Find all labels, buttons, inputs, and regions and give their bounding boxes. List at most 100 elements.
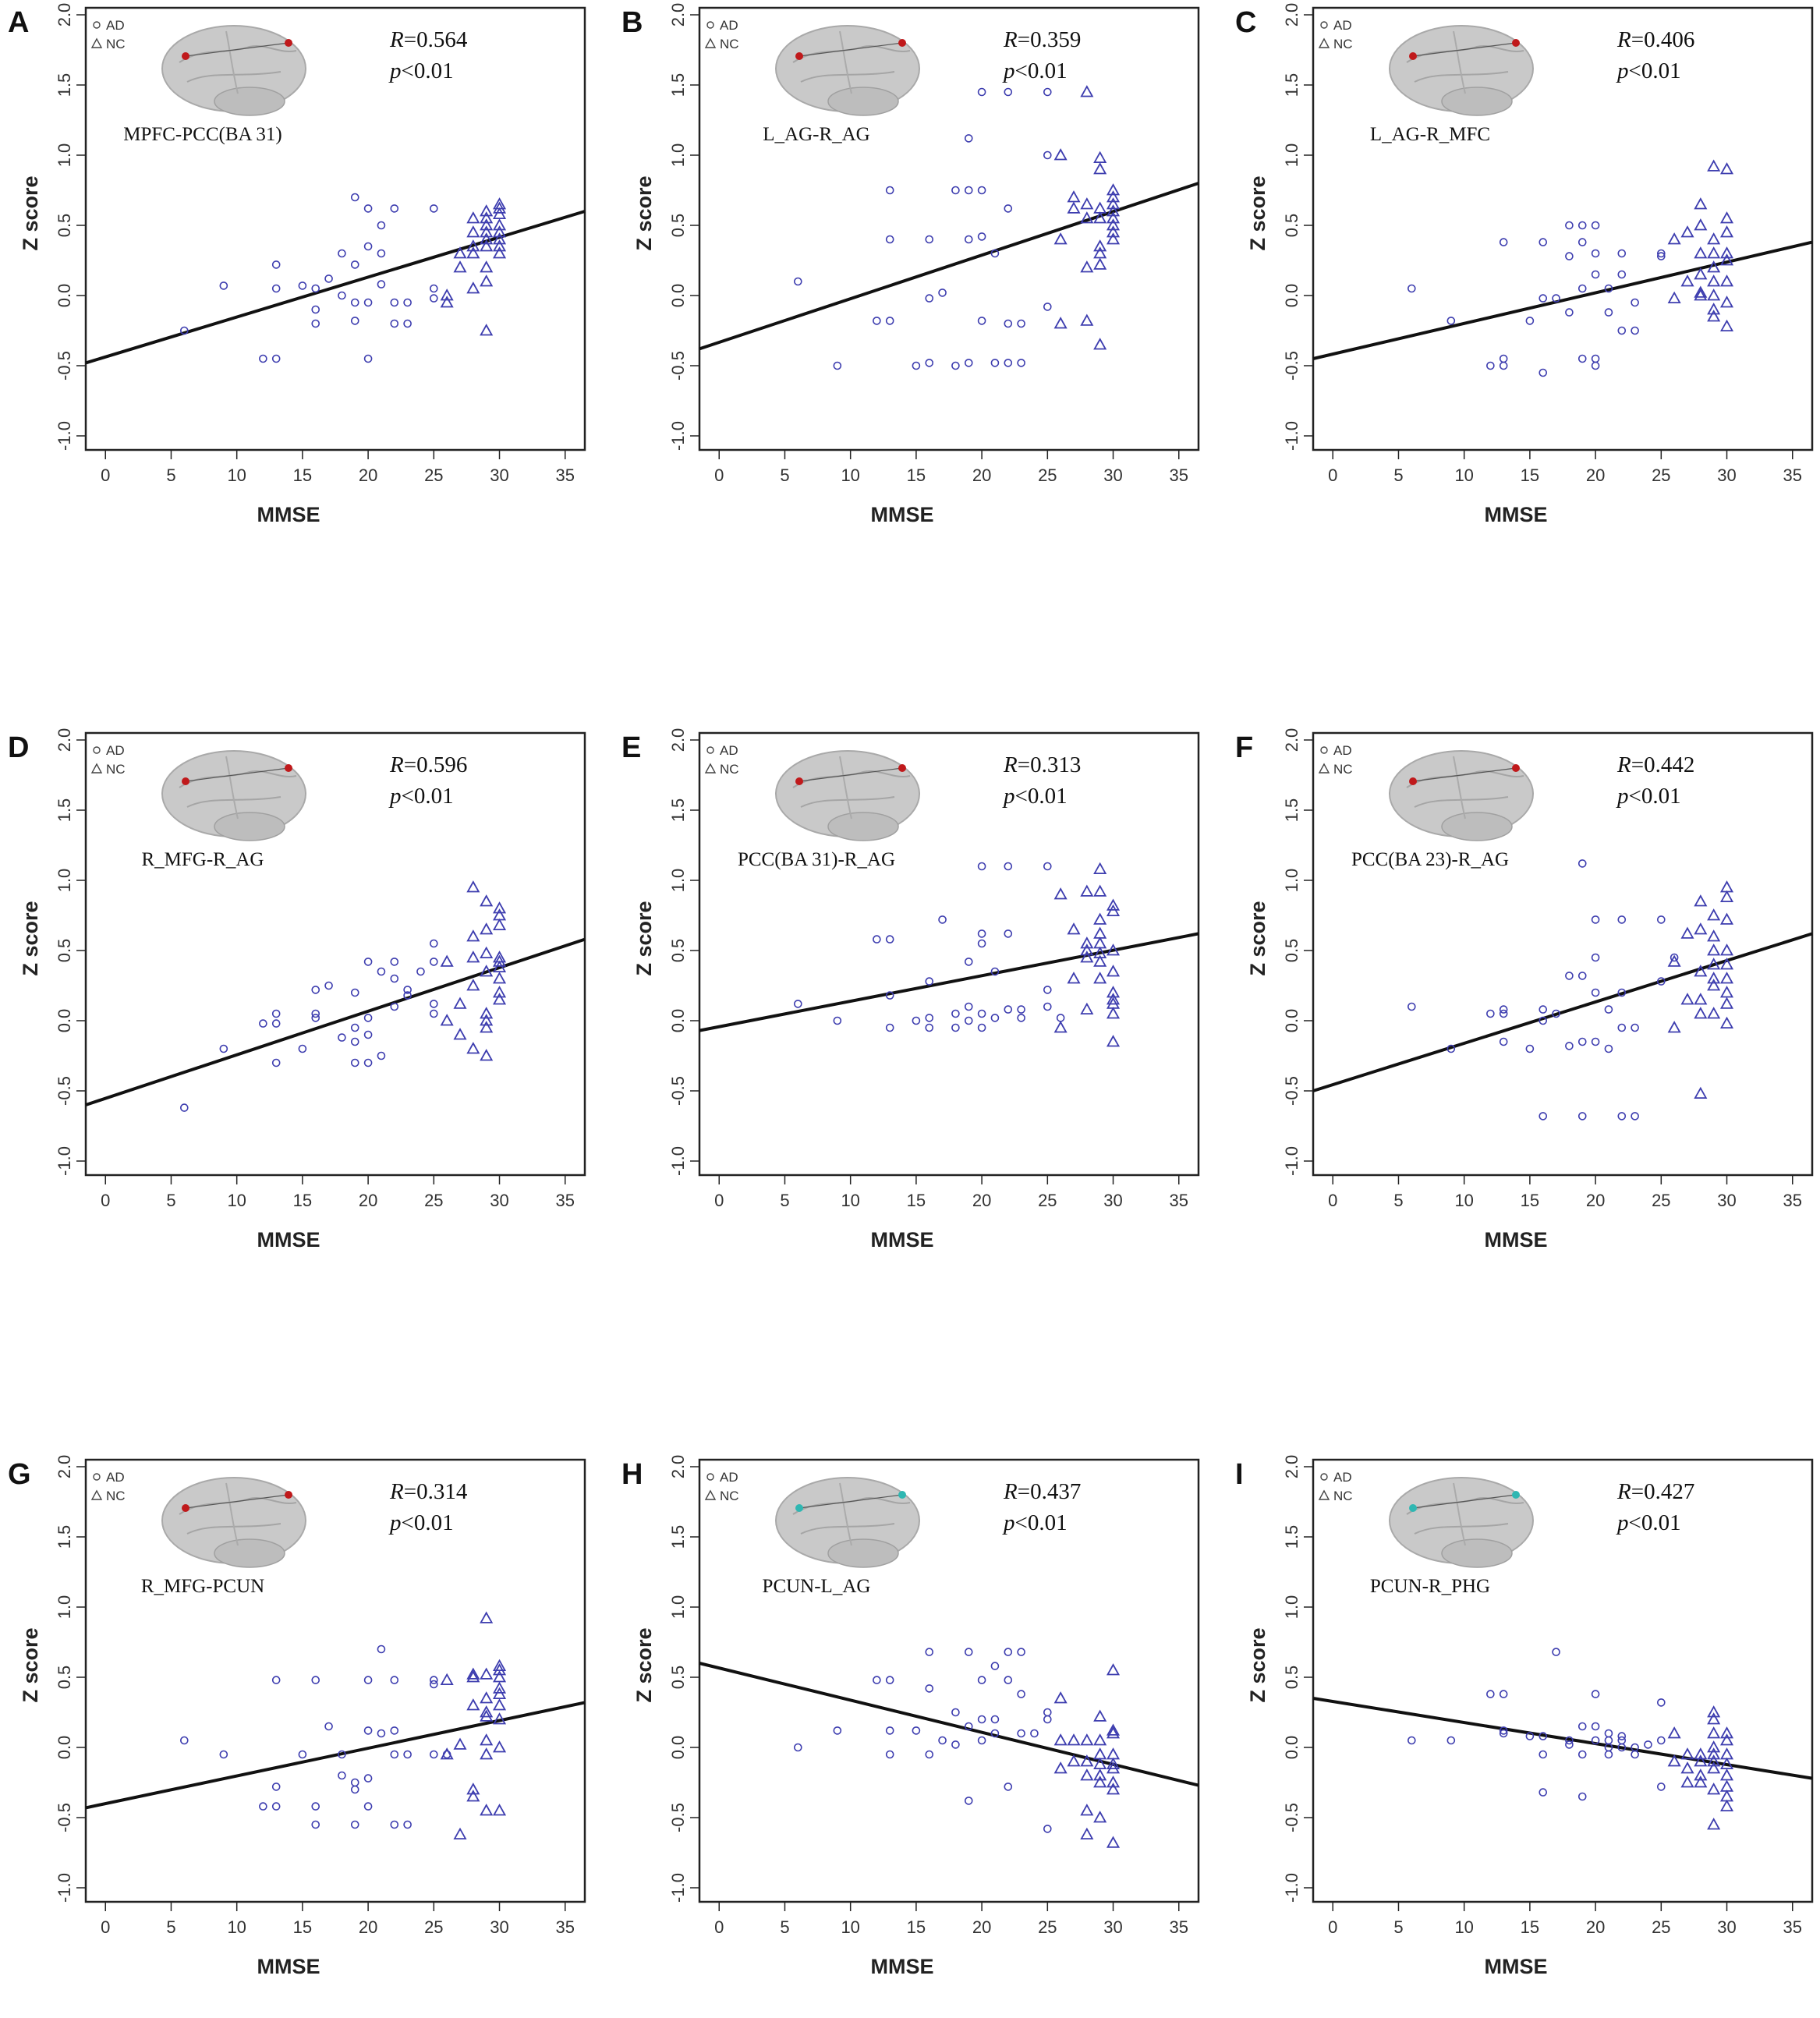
data-point-nc	[480, 1804, 494, 1816]
x-tick-label: 25	[424, 466, 443, 485]
data-point-nc	[1053, 232, 1068, 245]
brain-temporal-lobe	[827, 87, 899, 116]
legend-triangle-icon	[90, 37, 103, 48]
legend-circle-icon	[1320, 21, 1328, 29]
legend-label: NC	[720, 37, 739, 51]
data-point-ad	[1446, 317, 1456, 325]
data-point-ad	[1043, 1715, 1052, 1724]
y-axis-title: Z score	[1246, 1627, 1269, 1702]
data-point-ad	[1446, 1736, 1456, 1745]
plot-frame	[84, 731, 586, 1177]
panel-letter: B	[621, 6, 643, 39]
data-point-nc	[1667, 1021, 1681, 1033]
x-tick-label: 25	[424, 1917, 443, 1937]
y-tick-label: 1.5	[55, 1525, 74, 1549]
x-tick-label: 10	[1454, 1917, 1473, 1937]
data-point-ad	[1004, 87, 1013, 97]
data-point-nc	[1106, 993, 1121, 1005]
data-point-ad	[1004, 929, 1013, 938]
data-point-ad	[1591, 1037, 1600, 1046]
data-point-ad	[925, 1648, 934, 1656]
panel-letter: E	[621, 731, 642, 764]
y-tick-label: -0.5	[55, 1803, 74, 1832]
data-point-nc	[1694, 1747, 1708, 1760]
data-point-ad	[390, 319, 399, 328]
data-point-nc	[1093, 862, 1107, 874]
data-point-nc	[1067, 1754, 1081, 1767]
data-point-nc	[1053, 1021, 1068, 1033]
p-value: <0.01	[402, 784, 454, 809]
x-tick-label: 15	[1521, 1191, 1539, 1210]
r-statistic: R=0.437	[1003, 1479, 1081, 1504]
data-point-ad	[1617, 1023, 1627, 1032]
data-point-nc	[1694, 1754, 1708, 1767]
data-point-ad	[833, 1726, 842, 1735]
x-tick-label: 20	[972, 1191, 991, 1210]
data-point-ad	[311, 319, 320, 328]
data-point-nc	[480, 1747, 494, 1760]
data-point-nc	[1719, 890, 1734, 902]
data-point-ad	[833, 1016, 842, 1025]
x-tick-label: 25	[1038, 466, 1057, 485]
x-tick-label: 15	[1521, 1917, 1539, 1937]
data-point-ad	[977, 862, 986, 871]
data-point-nc	[1694, 285, 1708, 298]
y-tick-label: -1.0	[668, 421, 688, 451]
brain-sulcus	[800, 71, 895, 83]
data-point-ad	[1043, 1825, 1052, 1833]
data-point-ad	[1499, 1005, 1508, 1014]
brain-sulcus	[1453, 30, 1466, 94]
data-point-nc	[492, 1670, 507, 1683]
data-point-nc	[1694, 267, 1708, 280]
data-point-ad	[1591, 988, 1600, 997]
brain-connection-line	[1412, 1494, 1517, 1509]
data-point-nc	[1719, 1016, 1734, 1028]
data-point-ad	[1539, 1732, 1548, 1740]
data-point-nc	[1719, 274, 1734, 287]
legend-label: AD	[1333, 743, 1352, 758]
data-point-ad	[1004, 1783, 1013, 1791]
data-point-ad	[1565, 252, 1574, 260]
data-point-nc	[1106, 1836, 1121, 1848]
scatter-plot: 0 5 10 15 20 25 30 35 -1.0 -0.5 0.0 0.5 1.0 1.5 2.0 MMS…	[1246, 728, 1814, 1252]
data-point-ad	[1565, 221, 1574, 230]
data-point-nc	[1080, 85, 1094, 97]
x-tick-label: 10	[227, 1917, 246, 1937]
brain-node	[285, 764, 292, 772]
data-point-ad	[403, 298, 412, 307]
brain-sulcus	[225, 30, 239, 94]
data-point-ad	[403, 1750, 412, 1759]
data-point-nc	[1707, 260, 1721, 273]
x-tick-label: 0	[1328, 466, 1337, 485]
y-axis-title: Z score	[19, 175, 42, 250]
brain-node	[898, 39, 906, 47]
x-tick-label: 15	[907, 1191, 926, 1210]
data-point-nc	[1707, 1761, 1721, 1774]
x-tick-label: 35	[1169, 466, 1188, 485]
data-point-ad	[271, 1019, 281, 1028]
connection-label: L_AG-R_AG	[763, 124, 870, 145]
data-point-nc	[1707, 246, 1721, 259]
data-point-ad	[977, 1715, 986, 1724]
data-point-nc	[1707, 1705, 1721, 1718]
data-point-ad	[1017, 1690, 1025, 1698]
x-tick-label: 10	[841, 1917, 859, 1937]
p-value: <0.01	[402, 58, 454, 83]
data-point-ad	[1577, 284, 1587, 293]
data-point-nc	[466, 1783, 480, 1795]
x-tick-label: 30	[490, 1191, 508, 1210]
x-axis-title: MMSE	[1485, 1955, 1548, 1978]
data-point-nc	[480, 1014, 494, 1026]
data-point-nc	[1707, 1747, 1721, 1760]
y-tick-label: -1.0	[668, 1873, 688, 1903]
panel-letter: H	[621, 1458, 643, 1491]
legend-label: AD	[1333, 18, 1352, 33]
panel-letter: A	[8, 6, 30, 39]
y-tick-label: -0.5	[1282, 1076, 1301, 1106]
data-point-nc	[1680, 225, 1694, 238]
data-point-ad	[1617, 1112, 1627, 1121]
x-tick-label: 25	[1652, 1917, 1670, 1937]
y-tick-label: 0.0	[668, 1736, 688, 1760]
data-point-ad	[363, 1030, 373, 1039]
x-tick-label: 20	[1586, 1917, 1605, 1937]
